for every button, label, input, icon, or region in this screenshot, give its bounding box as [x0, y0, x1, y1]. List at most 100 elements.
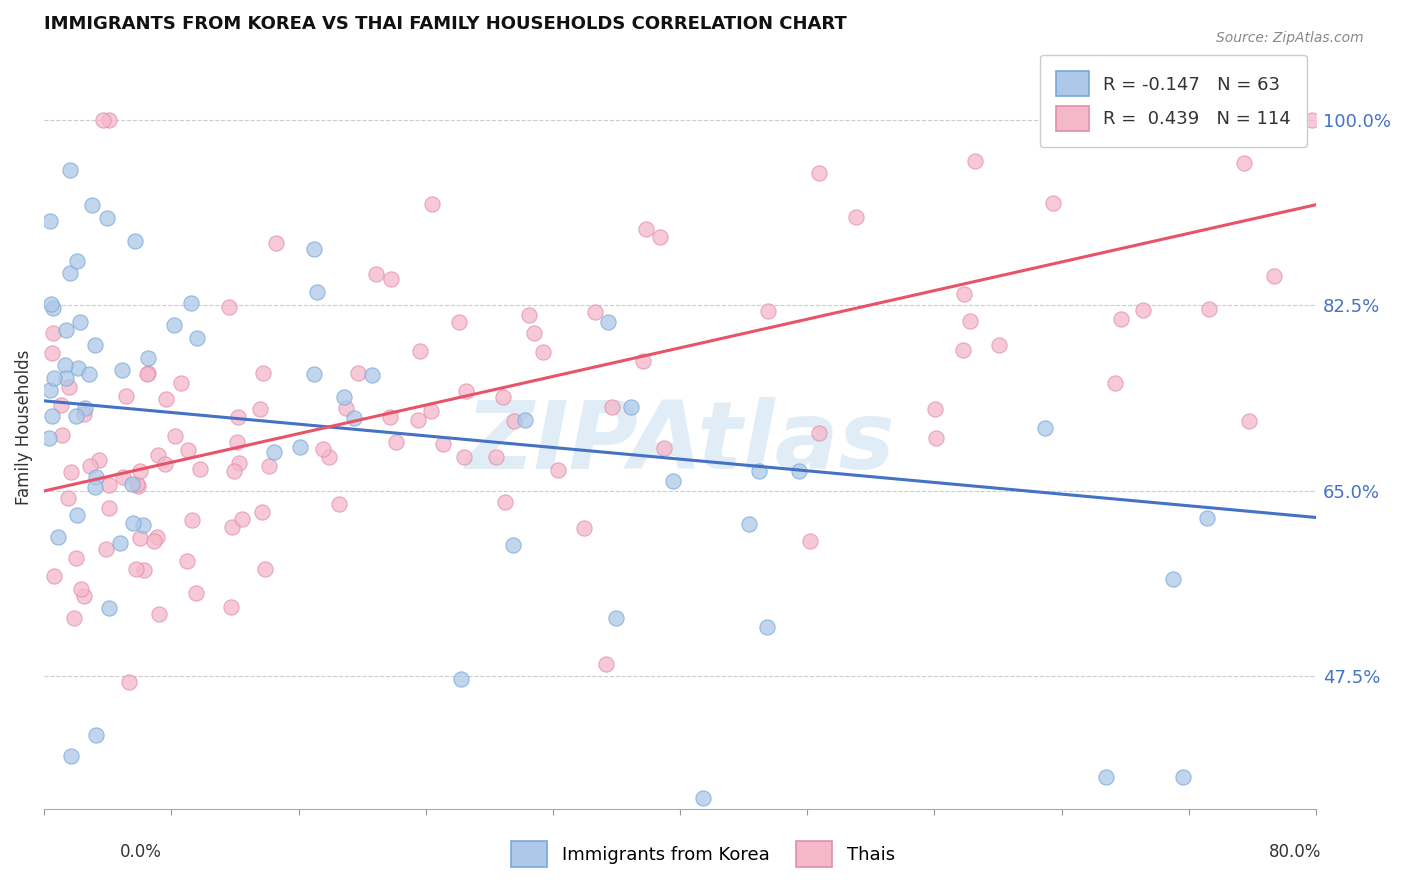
Point: [380, 272, 402, 286]
Point: [226, 410, 249, 425]
Point: [420, 197, 443, 211]
Legend: Immigrants from Korea, Thais: Immigrants from Korea, Thais: [503, 834, 903, 874]
Point: [1063, 112, 1085, 127]
Point: [333, 390, 356, 404]
Point: [420, 404, 443, 418]
Text: ZIPAtlas: ZIPAtlas: [465, 397, 896, 489]
Point: [662, 475, 685, 489]
Point: [1033, 421, 1056, 435]
Point: [58, 380, 80, 394]
Point: [121, 476, 143, 491]
Text: 80.0%: 80.0%: [1270, 843, 1322, 861]
Point: [1263, 268, 1285, 283]
Point: [83, 480, 105, 494]
Point: [531, 345, 554, 359]
Point: [218, 301, 240, 315]
Point: [631, 354, 654, 368]
Point: [1233, 156, 1256, 170]
Point: [263, 445, 285, 459]
Point: [318, 450, 340, 464]
Point: [595, 657, 617, 671]
Point: [42, 568, 65, 582]
Point: [221, 520, 243, 534]
Point: [93, 112, 115, 127]
Point: [738, 516, 761, 531]
Point: [228, 456, 250, 470]
Point: [111, 363, 134, 377]
Point: [288, 440, 311, 454]
Point: [44, 370, 66, 384]
Point: [163, 318, 186, 332]
Point: [925, 431, 948, 445]
Point: [453, 450, 475, 464]
Point: [125, 562, 148, 576]
Point: [65, 550, 87, 565]
Point: [952, 343, 974, 357]
Point: [654, 441, 676, 455]
Point: [132, 518, 155, 533]
Point: [42, 326, 65, 341]
Point: [748, 464, 770, 478]
Point: [924, 402, 946, 417]
Point: [492, 390, 515, 404]
Point: [1197, 511, 1219, 525]
Point: [125, 476, 148, 491]
Point: [96, 211, 118, 226]
Point: [94, 541, 117, 556]
Point: [517, 308, 540, 322]
Point: [755, 620, 778, 634]
Point: [799, 534, 821, 549]
Point: [42, 301, 65, 316]
Text: IMMIGRANTS FROM KOREA VS THAI FAMILY HOUSEHOLDS CORRELATION CHART: IMMIGRANTS FROM KOREA VS THAI FAMILY HOU…: [44, 15, 846, 33]
Point: [1104, 376, 1126, 390]
Point: [97, 500, 120, 515]
Point: [583, 304, 606, 318]
Point: [59, 163, 82, 178]
Point: [305, 285, 328, 299]
Point: [219, 600, 242, 615]
Point: [73, 407, 96, 421]
Point: [502, 538, 524, 552]
Point: [406, 413, 429, 427]
Point: [66, 508, 89, 522]
Point: [600, 400, 623, 414]
Point: [55, 323, 77, 337]
Point: [136, 366, 159, 380]
Point: [494, 494, 516, 508]
Point: [153, 457, 176, 471]
Point: [1301, 112, 1323, 127]
Point: [132, 563, 155, 577]
Point: [188, 462, 211, 476]
Point: [484, 450, 506, 464]
Point: [39, 296, 62, 310]
Point: [38, 431, 60, 445]
Point: [259, 458, 281, 473]
Point: [48, 530, 70, 544]
Point: [51, 427, 73, 442]
Text: 0.0%: 0.0%: [120, 843, 162, 861]
Point: [225, 435, 247, 450]
Point: [89, 452, 111, 467]
Point: [450, 672, 472, 686]
Point: [1260, 112, 1282, 127]
Point: [346, 366, 368, 380]
Point: [312, 442, 335, 457]
Point: [186, 331, 208, 345]
Point: [77, 368, 100, 382]
Point: [180, 295, 202, 310]
Point: [124, 234, 146, 248]
Point: [249, 402, 271, 417]
Point: [73, 589, 96, 603]
Point: [169, 376, 191, 390]
Point: [224, 464, 246, 478]
Point: [264, 236, 287, 251]
Point: [598, 315, 620, 329]
Point: [84, 470, 107, 484]
Point: [513, 413, 536, 427]
Point: [959, 314, 981, 328]
Point: [252, 366, 274, 380]
Point: [69, 315, 91, 329]
Point: [1237, 414, 1260, 428]
Point: [176, 443, 198, 458]
Point: [146, 530, 169, 544]
